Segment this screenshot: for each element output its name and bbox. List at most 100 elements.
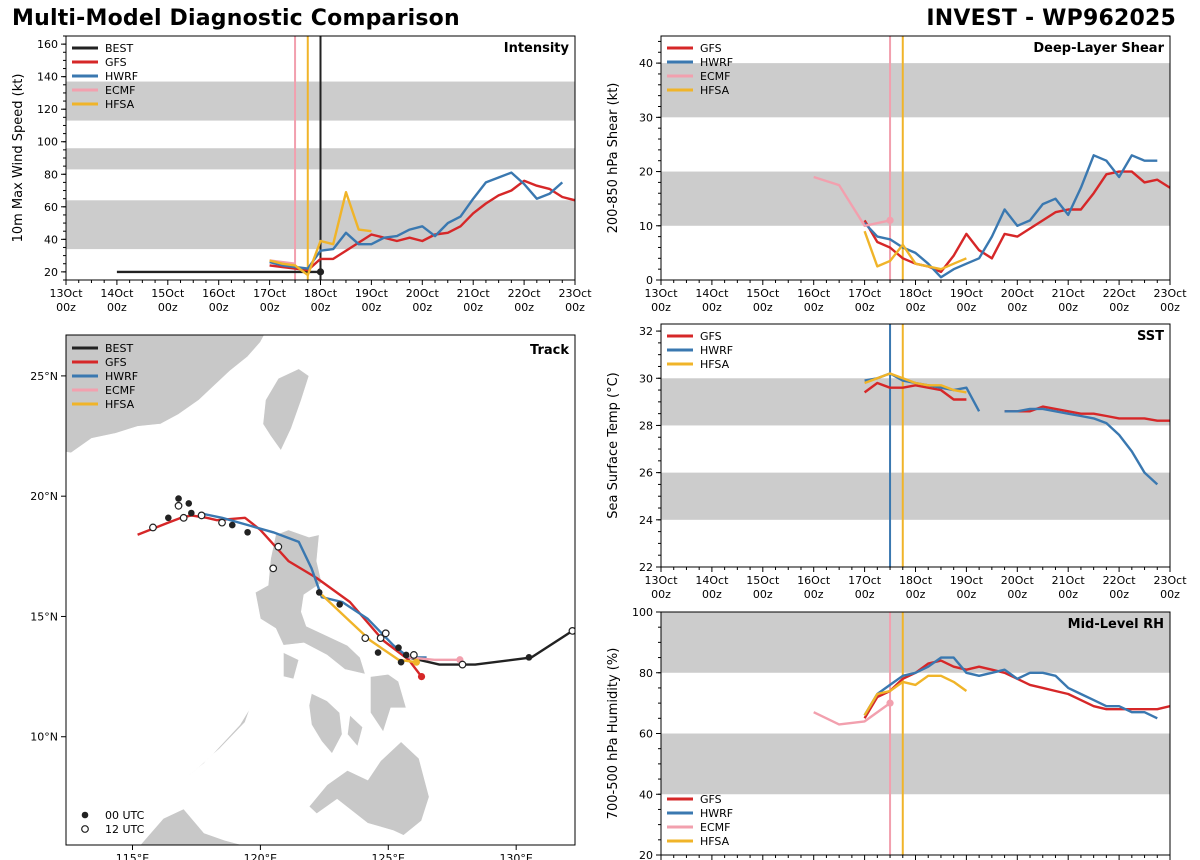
series-hfsa	[864, 372, 967, 394]
storm-title: INVEST - WP962025	[926, 6, 1176, 31]
x-tick-label: 16Oct	[202, 287, 236, 300]
x-tick-label: 00z	[362, 301, 382, 314]
x-tick-label: 17Oct	[848, 574, 882, 587]
y-tick-label: 40	[639, 57, 653, 70]
y-tick-label: 26	[639, 467, 653, 480]
x-tick-label: 18Oct	[899, 574, 933, 587]
y-tick-label: 20	[639, 849, 653, 860]
x-tick-label: 125°E	[372, 852, 405, 860]
legend-label-hwrf: HWRF	[700, 344, 733, 357]
y-tick-label: 0	[646, 274, 653, 287]
land-china	[66, 335, 265, 454]
x-tick-label: 22Oct	[508, 287, 542, 300]
series-hwrf	[269, 171, 564, 270]
x-tick-label: 21Oct	[1052, 574, 1086, 587]
point-00utc	[244, 528, 251, 536]
x-tick-label: 00z	[1058, 588, 1078, 601]
x-tick-label: 16Oct	[797, 287, 831, 300]
y-axis-label: 200-850 hPa Shear (kt)	[606, 83, 621, 234]
y-tick-label: 10°N	[30, 731, 58, 744]
legend-label-ecmf: ECMF	[105, 384, 135, 397]
y-tick-label: 30	[639, 372, 653, 385]
y-tick-label: 100	[632, 606, 653, 619]
x-tick-label: 00z	[260, 301, 280, 314]
x-tick-label: 00z	[804, 588, 824, 601]
x-tick-label: 15Oct	[746, 574, 780, 587]
x-tick-label: 00z	[514, 301, 534, 314]
legend-label-best: BEST	[105, 42, 133, 55]
y-tick-label: 28	[639, 419, 653, 432]
point-12utc	[568, 626, 575, 635]
y-tick-label: 15°N	[30, 610, 58, 623]
y-tick-label: 80	[639, 667, 653, 680]
x-tick-label: 00z	[565, 301, 585, 314]
x-tick-label: 00z	[753, 301, 773, 314]
plot-area	[661, 36, 1170, 280]
legend-label-gfs: GFS	[700, 330, 722, 343]
panel-title: Intensity	[504, 41, 570, 56]
x-tick-label: 23Oct	[1153, 574, 1187, 587]
land-palawan	[188, 707, 251, 776]
y-tick-label: 80	[44, 168, 58, 181]
x-tick-label: 115°E	[116, 852, 149, 860]
x-tick-label: 00z	[311, 301, 331, 314]
y-tick-label: 20°N	[30, 490, 58, 503]
point-00utc	[395, 644, 402, 652]
legend-label-best: BEST	[105, 342, 133, 355]
x-tick-label: 19Oct	[355, 287, 389, 300]
legend-marker-00utc	[81, 811, 89, 819]
plot-frame	[660, 323, 1171, 568]
x-tick-label: 20Oct	[1001, 574, 1035, 587]
legend-label-00utc: 00 UTC	[105, 809, 145, 822]
x-tick-label: 00z	[1160, 301, 1180, 314]
x-tick-label: 14Oct	[695, 574, 729, 587]
point-00utc	[397, 658, 405, 666]
shade-band	[661, 733, 1170, 795]
x-tick-label: 21Oct	[457, 287, 491, 300]
x-tick-label: 17Oct	[848, 287, 882, 300]
y-tick-label: 20	[639, 166, 653, 179]
x-tick-label: 00z	[1160, 588, 1180, 601]
x-tick-label: 20Oct	[406, 287, 440, 300]
x-tick-label: 21Oct	[1052, 287, 1086, 300]
legend-label-hfsa: HFSA	[105, 98, 135, 111]
x-tick-label: 13Oct	[49, 287, 83, 300]
legend-label-hwrf: HWRF	[105, 70, 138, 83]
point-12utc	[149, 523, 157, 532]
point-00utc	[374, 649, 382, 656]
x-tick-label: 14Oct	[695, 287, 729, 300]
panel-title: Mid-Level RH	[1068, 617, 1164, 632]
legend-label-ecmf: ECMF	[700, 70, 730, 83]
x-tick-label: 22Oct	[1103, 287, 1137, 300]
legend-label-12utc: 12 UTC	[105, 823, 145, 836]
series-ecmf	[813, 702, 891, 726]
panel-track: 115°E 120°E 125°E 130°E 10°N 15°N 20°N 25°N Trac…	[30, 334, 576, 860]
series-gfs	[1004, 405, 1170, 422]
x-tick-label: 00z	[412, 301, 432, 314]
point-00utc	[165, 514, 172, 522]
plot-area	[661, 612, 1170, 855]
panel-rh: 13Oct00z14Oct00z15Oct00z16Oct00z17Oct00z…	[606, 606, 1171, 860]
land-luzon	[254, 529, 366, 675]
x-tick-label: 00z	[463, 301, 483, 314]
x-tick-label: 00z	[209, 301, 229, 314]
legend-label-hfsa: HFSA	[700, 358, 730, 371]
point-12utc	[409, 651, 418, 659]
shade-band	[661, 63, 1170, 118]
panel-intensity: 13Oct00z14Oct00z15Oct00z16Oct00z17Oct00z…	[11, 35, 592, 314]
page-title: Multi-Model Diagnostic Comparison	[12, 6, 460, 31]
x-tick-label: 00z	[1109, 301, 1129, 314]
legend-label-gfs: GFS	[105, 56, 127, 69]
x-tick-label: 20Oct	[1001, 287, 1035, 300]
track-hfsa	[320, 593, 417, 664]
x-tick-label: 14Oct	[100, 287, 134, 300]
y-axis-label: 10m Max Wind Speed (kt)	[11, 74, 26, 243]
y-axis-label: Sea Surface Temp (°C)	[606, 372, 621, 519]
x-tick-label: 00z	[957, 588, 977, 601]
marker-ecmf	[886, 216, 894, 224]
x-tick-label: 00z	[158, 301, 178, 314]
legend-label-ecmf: ECMF	[700, 821, 730, 834]
land-panay-negros	[308, 692, 343, 755]
point-00utc	[185, 500, 193, 507]
x-tick-label: 00z	[1109, 588, 1129, 601]
